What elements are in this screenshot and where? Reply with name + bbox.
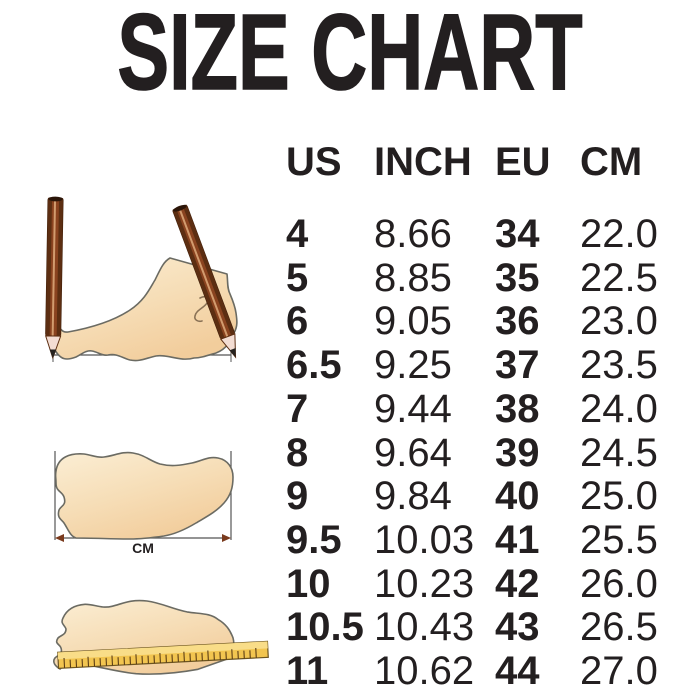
svg-text:CM: CM <box>132 540 154 556</box>
